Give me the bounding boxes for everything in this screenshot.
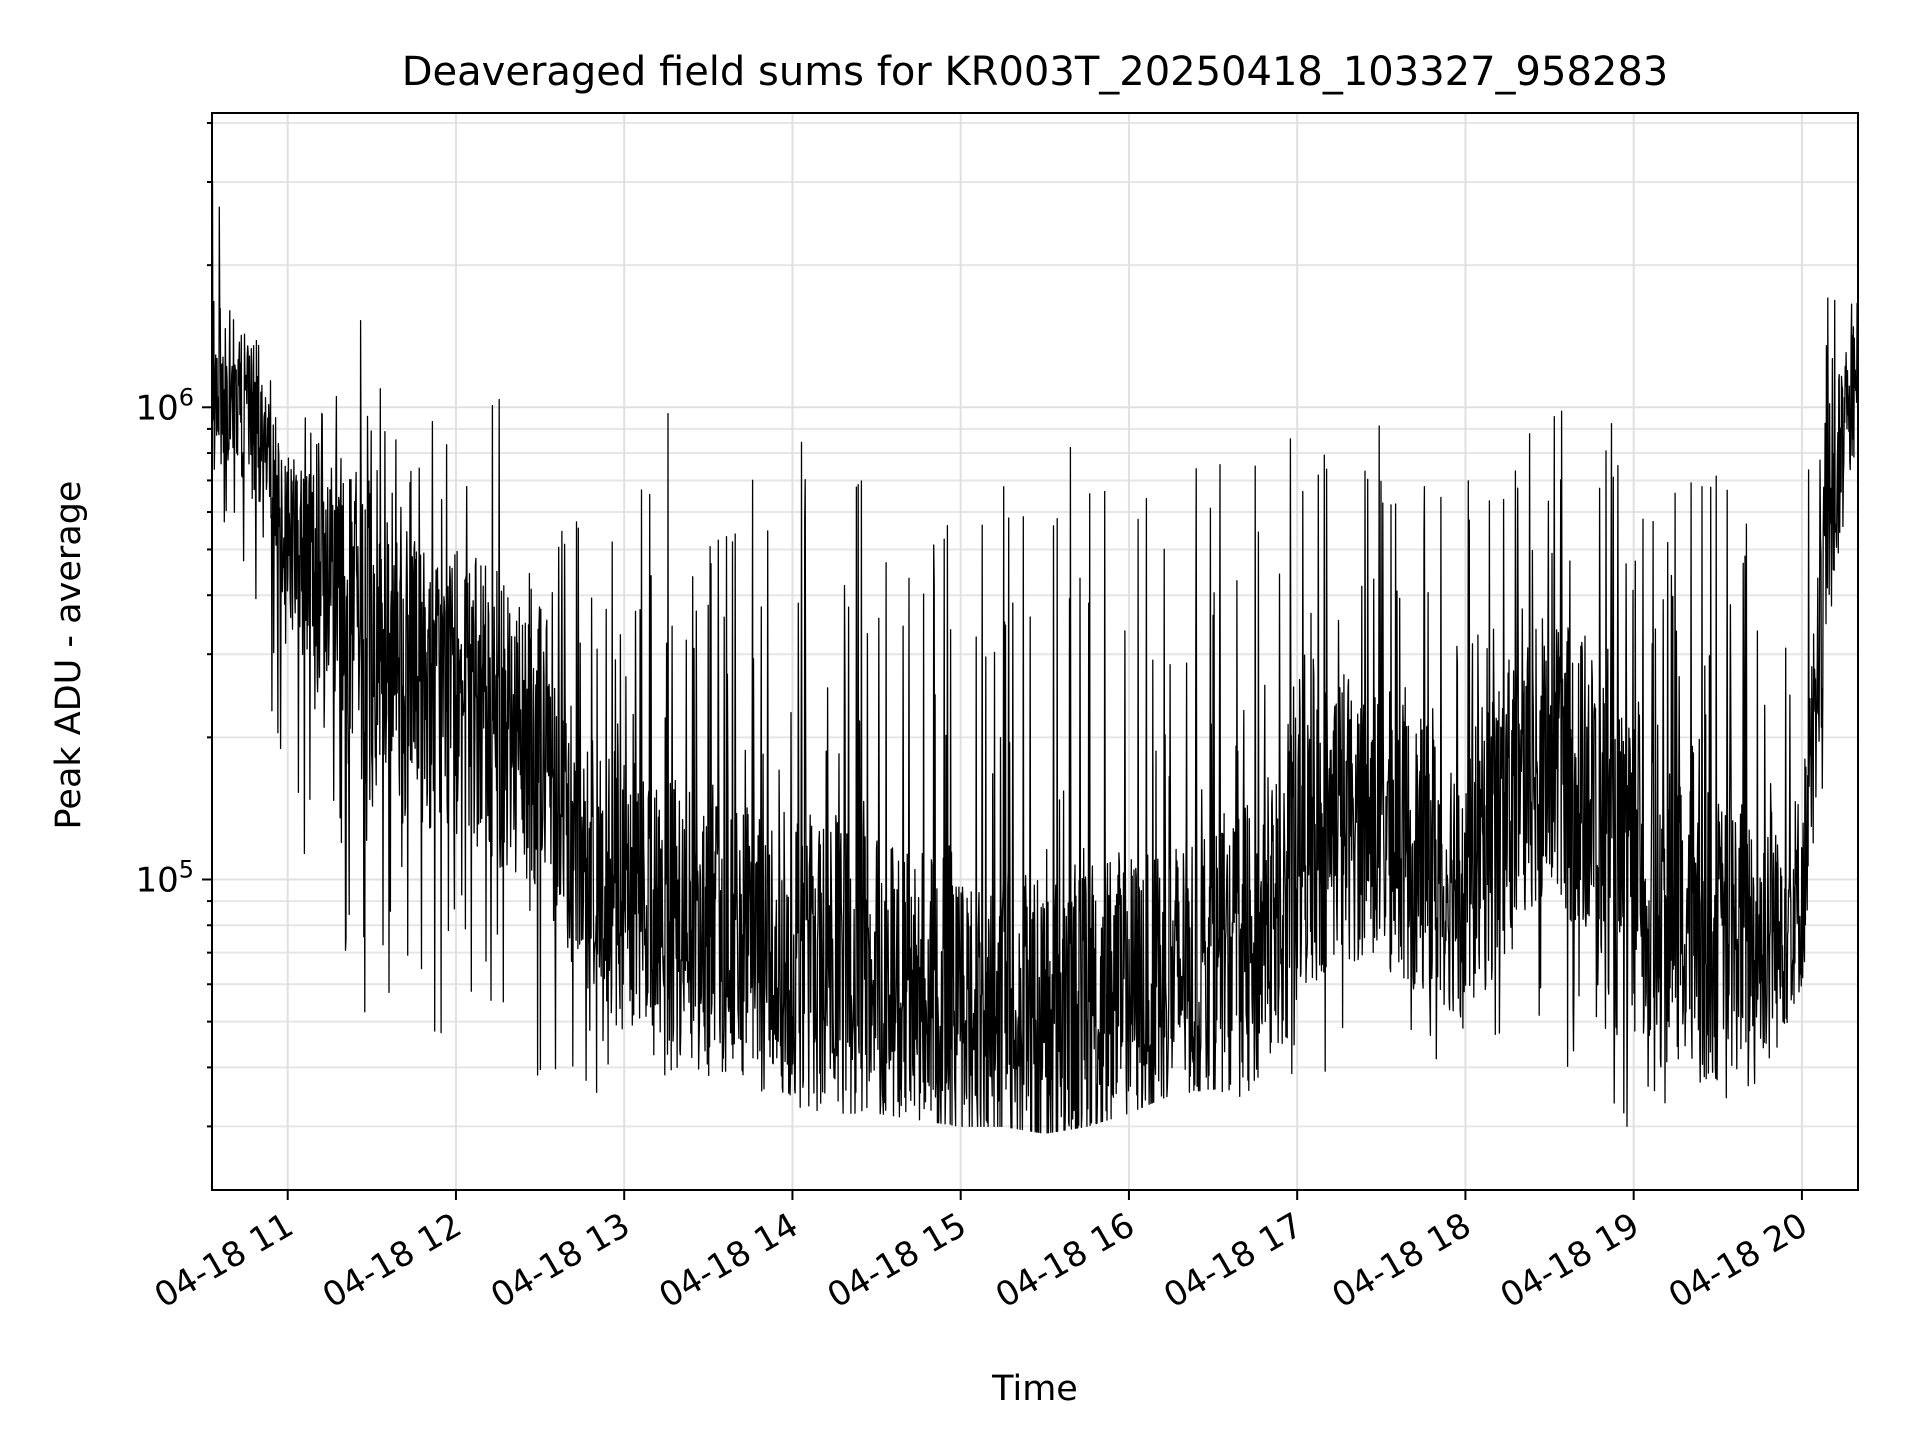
y-axis-label: Peak ADU - average <box>49 481 89 830</box>
x-tick-label: 04-18 13 <box>484 1205 636 1316</box>
plot-frame <box>211 112 1859 1191</box>
x-tick-label: 04-18 17 <box>1157 1205 1309 1316</box>
x-tick-label: 04-18 16 <box>989 1205 1141 1316</box>
x-tick-label: 04-18 20 <box>1662 1205 1814 1316</box>
x-axis-ticks: 04-18 11 04-18 12 04-18 13 04-18 14 04-18 15… <box>148 1190 1814 1316</box>
x-axis-label: Time <box>991 1369 1078 1409</box>
chart-title: Deaveraged field sums for KR003T_2025041… <box>402 49 1669 95</box>
x-tick-label: 04-18 12 <box>316 1205 468 1316</box>
x-tick-label: 04-18 11 <box>148 1205 300 1316</box>
y-tick-label: 106 <box>135 383 194 428</box>
series-line <box>211 180 1859 1134</box>
x-tick-label: 04-18 14 <box>653 1205 805 1316</box>
plot-area <box>211 180 1859 1134</box>
x-tick-label: 04-18 18 <box>1326 1205 1478 1316</box>
x-tick-label: 04-18 19 <box>1494 1205 1646 1316</box>
y-tick-label: 105 <box>135 855 194 900</box>
x-tick-label: 04-18 15 <box>821 1205 973 1316</box>
y-axis-ticks: 105 106 <box>135 122 212 1128</box>
